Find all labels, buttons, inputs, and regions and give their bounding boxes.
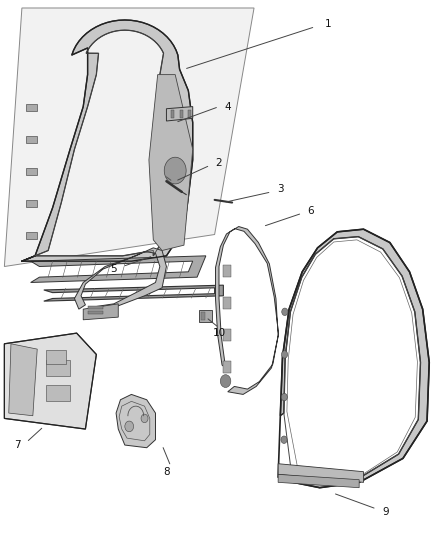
Text: 8: 8	[163, 467, 170, 477]
Bar	[188, 110, 191, 118]
Bar	[180, 110, 183, 118]
Polygon shape	[9, 344, 37, 416]
Polygon shape	[116, 394, 155, 448]
Circle shape	[282, 351, 288, 358]
Bar	[201, 312, 205, 320]
Bar	[199, 310, 212, 322]
Bar	[88, 311, 103, 314]
Circle shape	[282, 308, 288, 316]
Circle shape	[220, 375, 231, 387]
Bar	[88, 306, 103, 309]
Bar	[223, 329, 231, 341]
Bar	[26, 200, 37, 207]
Polygon shape	[4, 333, 96, 429]
Circle shape	[141, 414, 148, 423]
Circle shape	[281, 436, 287, 443]
Polygon shape	[278, 474, 359, 488]
Circle shape	[164, 157, 186, 184]
Bar	[26, 104, 37, 111]
Polygon shape	[74, 248, 166, 312]
Bar	[46, 360, 70, 376]
Bar	[26, 136, 37, 143]
Bar	[223, 297, 231, 309]
Polygon shape	[22, 20, 193, 261]
Bar	[223, 361, 231, 373]
Text: 2: 2	[215, 158, 223, 167]
Polygon shape	[4, 8, 254, 266]
Polygon shape	[31, 256, 206, 282]
Polygon shape	[278, 229, 429, 488]
Circle shape	[281, 393, 287, 401]
Polygon shape	[149, 75, 193, 251]
Polygon shape	[83, 304, 118, 320]
Polygon shape	[166, 107, 193, 121]
Polygon shape	[278, 464, 364, 482]
Bar	[26, 168, 37, 175]
Polygon shape	[215, 227, 279, 394]
Text: 7: 7	[14, 440, 21, 450]
Bar	[26, 232, 37, 239]
Polygon shape	[44, 285, 223, 301]
Circle shape	[125, 421, 134, 432]
Bar	[171, 110, 174, 118]
Text: 3: 3	[277, 184, 284, 194]
Text: 6: 6	[307, 206, 314, 215]
Text: 5: 5	[110, 264, 117, 274]
Text: 9: 9	[382, 507, 389, 516]
Bar	[223, 265, 231, 277]
Text: 4: 4	[224, 102, 231, 111]
Bar	[46, 385, 70, 401]
Bar	[46, 350, 66, 364]
Text: 1: 1	[325, 19, 332, 29]
Text: 10: 10	[212, 328, 226, 338]
